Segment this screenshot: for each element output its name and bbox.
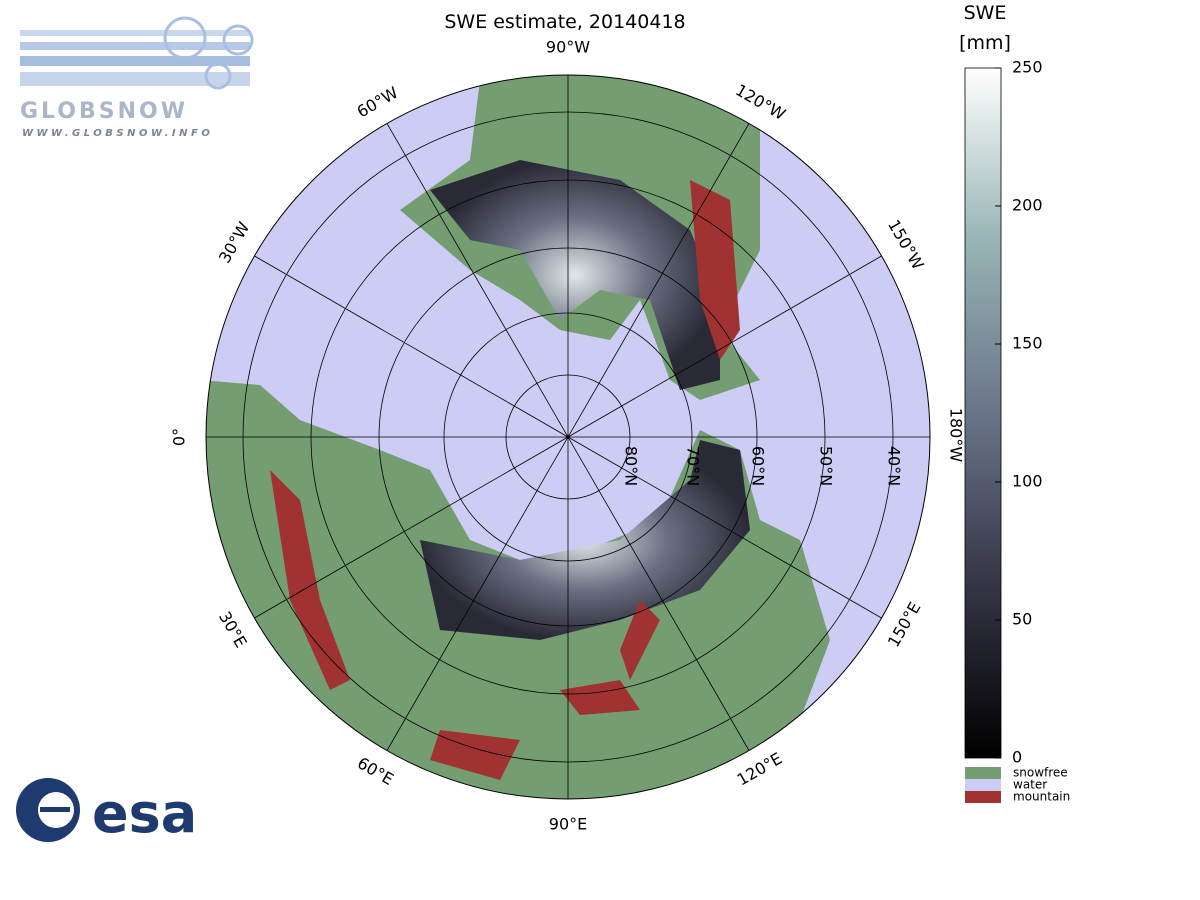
esa-text: esa [92,782,197,845]
meridian-line [254,255,882,619]
meridian-label: 30°E [215,608,251,651]
colorbar-title: SWE [964,2,1007,24]
meridian-label: 0° [170,428,189,446]
meridian-label: 90°W [546,38,590,57]
legend-swatch [965,791,1001,803]
colorbar [964,67,1002,759]
colorbar-title: [mm] [959,32,1011,54]
title: SWE estimate, 20140418 [444,11,685,33]
colorbar-tick-label: 100 [1012,472,1043,491]
legend-label: water [1013,778,1047,792]
meridian-label: 30°W [215,218,254,266]
meridian-label: 180°W [947,408,966,463]
parallel-label: 60°N [749,446,768,486]
meridian-label: 150°E [884,599,925,651]
colorbar-tick-label: 50 [1012,610,1032,629]
map-border [205,74,931,800]
snow-eurasia [420,440,750,640]
parallel-label: 40°N [885,446,904,486]
map [205,74,931,800]
esa-logo: esa [16,778,197,845]
colorbar-tick-label: 0 [1012,748,1022,767]
legend-swatch [965,767,1001,779]
parallel-label: 70°N [684,446,703,486]
meridian-label: 150°W [884,216,928,273]
globsnow-logo: GLOBSNOW WWW.GLOBSNOW.INFO [20,16,254,139]
meridian-label: 60°E [354,753,397,789]
legend-label: snowfree [1013,766,1068,780]
snow-north-america [430,160,720,390]
parallel-label: 50°N [817,446,836,486]
globsnow-url: WWW.GLOBSNOW.INFO [22,128,213,139]
meridian-label: 120°W [732,80,789,124]
colorbar-tick-label: 200 [1012,196,1043,215]
colorbar-tick-label: 150 [1012,334,1043,353]
legend-label: mountain [1013,790,1070,804]
meridian-label: 60°W [354,83,402,122]
globsnow-text: GLOBSNOW [20,99,188,124]
parallel-label: 80°N [622,446,641,486]
legend-swatch [965,779,1001,791]
meridian-label: 90°E [549,815,587,834]
colorbar-tick-label: 250 [1012,58,1043,77]
